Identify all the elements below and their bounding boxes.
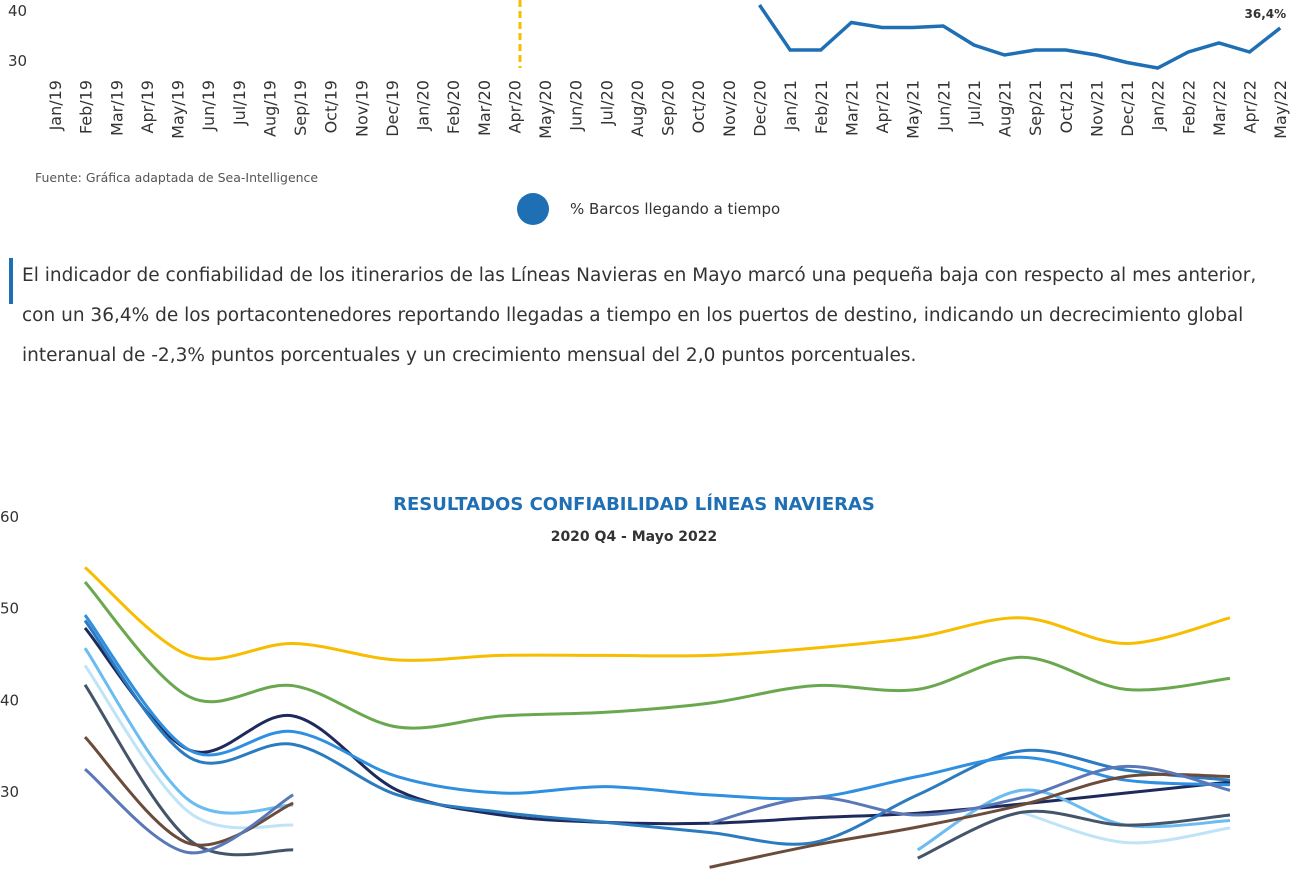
x-tick-label: Jun/19	[199, 80, 218, 132]
x-tick-label: Oct/20	[689, 80, 708, 133]
x-tick-label: Sep/21	[1026, 80, 1045, 136]
x-tick-label: Aug/19	[260, 80, 279, 137]
x-tick-label: Jul/21	[965, 80, 984, 126]
x-tick-label: Apr/21	[873, 80, 892, 133]
x-tick-label: Oct/19	[322, 80, 341, 133]
x-tick-label: May/19	[169, 80, 188, 139]
x-tick-label: Dec/19	[383, 80, 402, 137]
x-tick-label: Jan/22	[1149, 80, 1168, 131]
x-tick-label: Nov/20	[720, 80, 739, 137]
x-tick-label: Feb/21	[812, 80, 831, 134]
series-line	[83, 581, 1231, 730]
plot-area	[83, 566, 1231, 869]
x-tick-label: Jan/21	[781, 80, 800, 131]
timeline-chart: Fuente: Gráfica adaptada de Sea-Intellig…	[8, 0, 1290, 225]
x-tick-label: Jul/19	[230, 80, 249, 126]
x-tick-label: Mar/19	[107, 80, 126, 136]
x-tick-label: May/21	[904, 80, 923, 139]
chart-title: RESULTADOS CONFIABILIDAD LÍNEAS NAVIERAS	[393, 493, 875, 515]
y-tick-label: 30	[0, 783, 19, 801]
x-tick-label: Mar/20	[475, 80, 494, 136]
y-tick-label: 50	[0, 600, 19, 618]
x-tick-label: Nov/19	[352, 80, 371, 137]
chart-subtitle: 2020 Q4 - Mayo 2022	[551, 529, 718, 545]
y-tick-label: 60	[0, 508, 19, 526]
x-tick-label: Dec/20	[750, 80, 769, 137]
paragraph: El indicador de confiabilidad de los iti…	[22, 265, 1257, 366]
series-line	[758, 4, 1282, 70]
x-tick-label: Feb/22	[1179, 80, 1198, 134]
x-tick-label: Mar/22	[1210, 80, 1229, 136]
x-tick-label: Aug/20	[628, 80, 647, 137]
series-line	[84, 566, 1231, 662]
x-tick-label: May/20	[536, 80, 555, 139]
data-label: 36,4%	[1245, 7, 1287, 21]
y-tick-label: 40	[0, 691, 19, 709]
series-line	[84, 764, 1231, 855]
x-tick-label: Dec/21	[1118, 80, 1137, 137]
x-tick-label: May/22	[1271, 80, 1290, 139]
series-line	[83, 664, 1231, 845]
series-line	[83, 736, 1231, 869]
accent-bar	[9, 258, 13, 304]
x-tick-label: Apr/22	[1241, 80, 1260, 133]
x-tick-label: Jan/19	[46, 80, 65, 131]
series-line	[83, 683, 1231, 860]
series-line	[83, 614, 1231, 801]
x-tick-label: Feb/19	[77, 80, 96, 134]
x-tick-label: Jan/20	[414, 80, 433, 131]
y-tick-label: 30	[8, 52, 27, 70]
x-tick-label: Jul/20	[597, 80, 616, 126]
legend-label: % Barcos llegando a tiempo	[570, 200, 780, 218]
series-line	[83, 619, 1231, 846]
x-tick-label: Apr/20	[505, 80, 524, 133]
x-tick-label: Feb/20	[444, 80, 463, 134]
series-line	[83, 647, 1231, 852]
source: Fuente: Gráfica adaptada de Sea-Intellig…	[35, 170, 318, 185]
carrier-chart: RESULTADOS CONFIABILIDAD LÍNEAS NAVIERAS…	[0, 493, 1231, 869]
x-tick-label: Mar/21	[842, 80, 861, 136]
x-tick-label: Aug/21	[996, 80, 1015, 137]
x-tick-label: Jun/21	[934, 80, 953, 132]
y-tick-label: 40	[8, 2, 27, 20]
x-tick-label: Sep/20	[659, 80, 678, 136]
x-tick-label: Sep/19	[291, 80, 310, 136]
x-tick-label: Apr/19	[138, 80, 157, 133]
x-tick-label: Nov/21	[1087, 80, 1106, 137]
x-tick-label: Oct/21	[1057, 80, 1076, 133]
legend-marker	[517, 193, 549, 225]
x-tick-label: Jun/20	[567, 80, 586, 132]
